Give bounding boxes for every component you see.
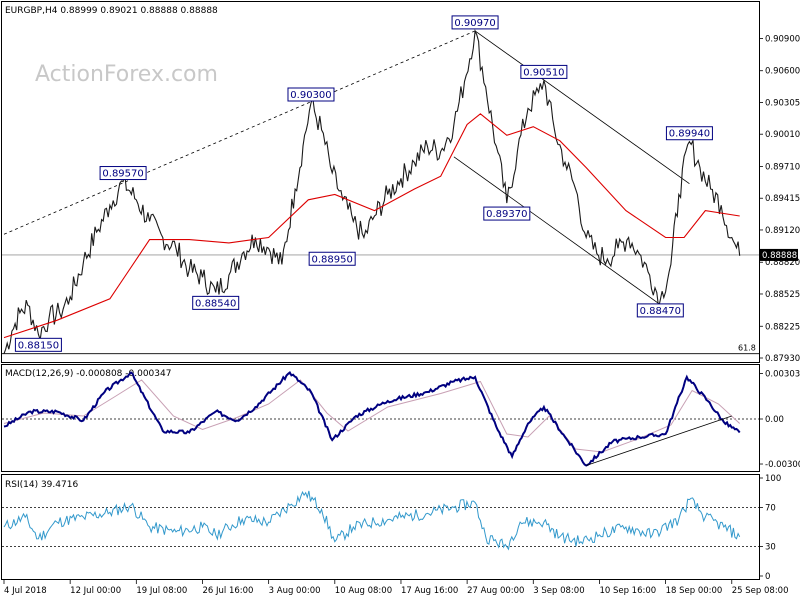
- macd-panel-header: MACD(12,26,9) -0.000808 -0.000347: [5, 369, 171, 379]
- rsi-panel-header: RSI(14) 39.4716: [5, 480, 78, 490]
- x-axis-tick-label: 18 Sep 00:00: [666, 586, 723, 596]
- rsi-y-tick-label: 30: [765, 543, 776, 553]
- price-label-box: [483, 206, 531, 221]
- price-y-tick-label: 0.89415: [765, 194, 800, 204]
- macd-y-tick-label: -0.003001: [765, 460, 800, 470]
- price-label-box: [451, 15, 499, 30]
- macd-panel-frame: [1, 364, 760, 472]
- rsi-panel-frame: [1, 474, 760, 580]
- x-axis-tick-label: 27 Aug 00:00: [467, 586, 524, 596]
- price-panel-frame: [1, 1, 760, 363]
- price-y-tick-label: 0.90305: [765, 98, 800, 108]
- macd-y-tick-label: 0.003034: [765, 369, 800, 379]
- price-y-tick-label: 0.90010: [765, 130, 800, 140]
- x-axis-tick-label: 19 Jul 08:00: [136, 586, 187, 596]
- price-label-box: [99, 166, 147, 181]
- price-layer: 61.8 0.88150 0.89570 0.88540 0.90300 0.88950 0…: [2, 15, 800, 364]
- x-axis-tick-label: 3 Sep 08:00: [533, 586, 584, 596]
- x-axis-tick-label: 10 Sep 16:00: [599, 586, 656, 596]
- price-label: 0.90970: [454, 18, 495, 29]
- rsi-y-tick-label: 0: [765, 572, 770, 582]
- price-y-tick-label: 0.89710: [765, 162, 800, 172]
- macd-layer: 0.003034 0.00 -0.003001: [2, 369, 800, 470]
- rsi-layer: 100 70 30 0: [2, 474, 781, 582]
- macd-main-line: [3, 370, 741, 467]
- price-label-box: [665, 126, 713, 141]
- x-axis-tick-label: 4 Jul 2018: [4, 586, 47, 596]
- price-label: 0.90300: [290, 90, 331, 101]
- fib-level-label: 61.8: [738, 344, 756, 353]
- x-axis-tick-label: 25 Sep 08:00: [732, 586, 789, 596]
- price-label: 0.88540: [195, 298, 236, 309]
- price-label: 0.89940: [669, 129, 710, 140]
- price-label-box: [287, 87, 335, 102]
- price-label: 0.88950: [311, 254, 352, 265]
- price-y-tick-label: 0.88225: [765, 322, 800, 332]
- x-axis-tick-label: 10 Aug 08:00: [335, 586, 392, 596]
- price-label-box: [14, 337, 62, 352]
- price-y-tick-label: 0.87930: [765, 354, 800, 364]
- price-y-tick-label: 0.90600: [765, 67, 800, 77]
- price-y-tick-label: 0.90900: [765, 34, 800, 44]
- price-panel-header: EURGBP,H4 0.88999 0.89021 0.88888 0.8888…: [5, 6, 218, 16]
- axis-layer: 4 Jul 2018 12 Jul 00:00 19 Jul 08:00 26 Jul…: [3, 580, 789, 596]
- price-label: 0.89570: [102, 169, 143, 180]
- rising-channel-line: [3, 30, 476, 235]
- macd-trend-line: [586, 415, 732, 466]
- current-price-tag: [760, 248, 798, 261]
- x-axis-tick-label: 12 Jul 00:00: [70, 586, 121, 596]
- macd-signal-line: [3, 379, 741, 453]
- watermark: ActionForex.com: [35, 62, 218, 87]
- rsi-line: [3, 490, 741, 551]
- falling-channel-top: [474, 30, 690, 185]
- price-label: 0.88150: [18, 340, 59, 351]
- price-y-tick-label: 0.88525: [765, 290, 800, 300]
- price-label: 0.90510: [523, 67, 564, 78]
- x-axis-tick-label: 17 Aug 16:00: [401, 586, 458, 596]
- price-label: 0.88470: [640, 306, 681, 317]
- price-label-box: [192, 295, 240, 310]
- macd-y-tick-label: 0.00: [765, 415, 784, 425]
- price-y-tick-label: 0.88820: [765, 258, 800, 268]
- price-label-box: [308, 251, 356, 266]
- price-label: 0.89370: [486, 209, 527, 220]
- rsi-y-tick-label: 100: [765, 474, 781, 484]
- price-label-box: [636, 303, 684, 318]
- price-label-box: [520, 64, 568, 79]
- price-y-tick-label: 0.89120: [765, 226, 800, 236]
- x-axis-tick-label: 26 Jul 16:00: [202, 586, 253, 596]
- rsi-y-tick-label: 70: [765, 503, 776, 513]
- current-price-tag-label: 0.88888: [762, 251, 797, 261]
- x-axis-tick-label: 3 Aug 00:00: [269, 586, 321, 596]
- moving-average-line: [3, 113, 740, 339]
- falling-channel-bottom: [453, 156, 677, 317]
